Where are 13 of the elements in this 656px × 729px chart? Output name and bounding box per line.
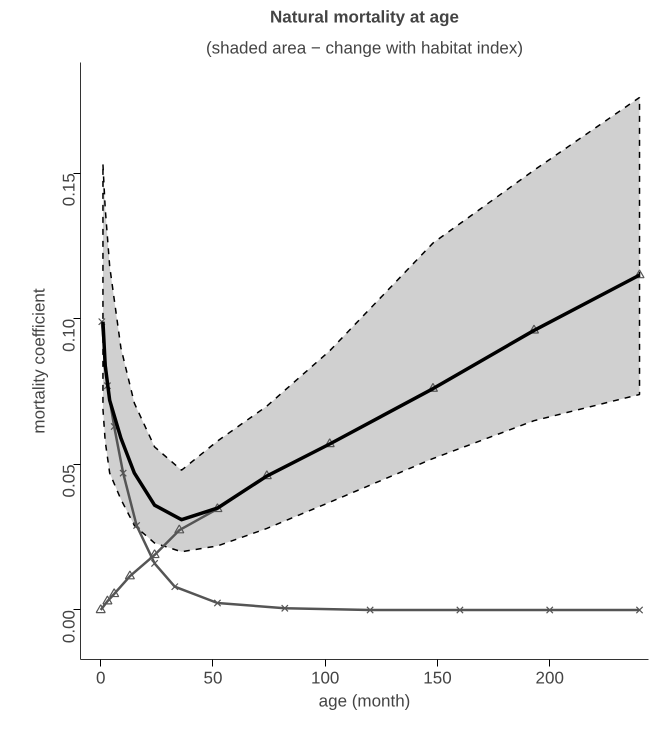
x-tick-label: 50	[204, 668, 222, 688]
x-tick-label: 200	[536, 668, 564, 688]
x-tick-label: 100	[311, 668, 340, 688]
y-tick-label: 0.00	[60, 610, 78, 644]
y-tick-label: 0.05	[60, 464, 78, 498]
chart-subtitle: (shaded area − change with habitat index)	[206, 38, 524, 58]
y-tick-label: 0.15	[60, 173, 78, 206]
y-tick-label: 0.10	[60, 318, 78, 352]
y-axis-title: mortality coefficient	[30, 288, 48, 434]
x-axis-title: age (month)	[318, 692, 410, 710]
chart-title: Natural mortality at age	[270, 8, 459, 26]
x-tick-label: 150	[423, 668, 452, 688]
x-tick-label: 0	[96, 668, 106, 688]
